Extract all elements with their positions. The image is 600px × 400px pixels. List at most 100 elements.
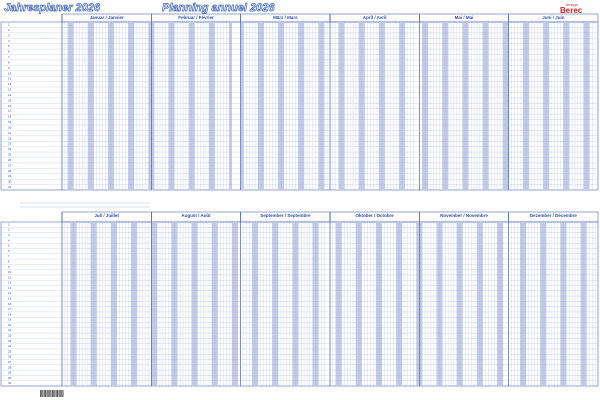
weekend-column: [358, 222, 362, 386]
weekend-column: [476, 222, 480, 386]
row-number: 1: [8, 222, 10, 226]
barcode: [47, 390, 48, 397]
weekend-column: [485, 22, 489, 190]
month-label: September / Septembre: [260, 213, 311, 218]
row-number: 12: [8, 281, 12, 285]
weekend-column: [214, 222, 218, 386]
weekend-column: [419, 222, 423, 386]
weekend-column: [240, 22, 244, 190]
row-number: 4: [8, 238, 10, 242]
weekend-column: [131, 222, 135, 386]
month-label: Dezember / Décembre: [530, 213, 578, 218]
weekend-column: [479, 222, 483, 386]
weekend-column: [134, 222, 137, 386]
row-number: 9: [8, 66, 10, 70]
row-number: 26: [8, 355, 12, 359]
month-label: November / Novembre: [440, 213, 488, 218]
row-number: 8: [8, 60, 10, 64]
logo: Berec: [560, 6, 583, 15]
row-number: 4: [8, 39, 10, 43]
row-number: 22: [8, 136, 12, 140]
weekend-column: [90, 22, 94, 190]
row-number: 27: [8, 360, 12, 364]
row-number: 6: [8, 249, 10, 253]
weekend-column: [191, 22, 195, 190]
month-label: Oktober / Octobre: [356, 213, 395, 218]
weekend-column: [563, 222, 567, 386]
weekend-column: [338, 222, 342, 386]
weekend-column: [465, 22, 469, 190]
weekend-column: [252, 222, 256, 386]
row-number: 3: [8, 233, 10, 237]
weekend-column: [73, 222, 77, 386]
weekend-column: [171, 222, 175, 386]
weekend-column: [523, 22, 526, 190]
barcode: [61, 390, 63, 397]
weekend-column: [361, 22, 365, 190]
row-number: 6: [8, 50, 10, 54]
row-number: 29: [8, 371, 12, 375]
weekend-column: [456, 222, 460, 386]
weekend-column: [234, 222, 238, 386]
weekend-column: [540, 222, 544, 386]
weekend-column: [208, 22, 212, 190]
weekend-column: [459, 222, 463, 386]
row-number: 2: [8, 228, 10, 232]
weekend-column: [312, 222, 316, 386]
row-number: 15: [8, 297, 12, 301]
weekend-column: [295, 222, 299, 386]
row-number: 17: [8, 109, 12, 113]
barcode: [59, 390, 60, 397]
weekend-column: [67, 22, 71, 190]
month-label: Februar / Février: [178, 15, 214, 20]
weekend-column: [381, 22, 385, 190]
weekend-column: [148, 22, 152, 190]
weekend-column: [399, 222, 403, 386]
weekend-column: [341, 22, 345, 190]
weekend-column: [422, 22, 426, 190]
weekend-column: [378, 222, 382, 386]
month-label: Mai / Mai: [455, 15, 474, 20]
weekend-column: [497, 222, 501, 386]
title: Planning annuel 2026: [162, 2, 275, 14]
weekend-column: [113, 222, 117, 386]
row-number: 31: [8, 185, 12, 189]
row-number: 27: [8, 163, 12, 167]
weekend-column: [445, 22, 449, 190]
weekend-column: [154, 222, 158, 386]
weekend-column: [90, 222, 94, 386]
row-number: 19: [8, 120, 12, 124]
month-label: Juni / Juin: [542, 15, 565, 20]
row-number: 24: [8, 147, 12, 151]
row-number: 5: [8, 244, 10, 248]
weekend-column: [318, 22, 322, 190]
weekend-column: [543, 22, 547, 190]
row-number: 20: [8, 125, 12, 129]
row-number: 16: [8, 302, 12, 306]
weekend-column: [560, 222, 564, 386]
month-label: Januar / Janvier: [90, 15, 125, 20]
weekend-column: [580, 222, 584, 386]
row-number: 8: [8, 259, 10, 263]
logo-small: design: [566, 2, 578, 7]
weekend-column: [131, 22, 135, 190]
row-number: 5: [8, 44, 10, 48]
weekend-column: [355, 222, 359, 386]
weekend-column: [338, 22, 342, 190]
row-number: 9: [8, 265, 10, 269]
weekend-column: [301, 22, 305, 190]
weekend-column: [442, 22, 446, 190]
barcode: [54, 390, 55, 397]
weekend-column: [128, 22, 132, 190]
month-label: Juli / Juillet: [94, 213, 119, 218]
row-number: 2: [8, 28, 10, 32]
weekend-column: [315, 222, 319, 386]
row-number: 30: [8, 376, 12, 380]
weekend-column: [586, 22, 590, 190]
weekend-column: [188, 22, 192, 190]
weekend-column: [378, 22, 382, 190]
weekend-column: [525, 22, 529, 190]
row-number: 23: [8, 142, 12, 146]
weekend-column: [482, 22, 486, 190]
weekend-column: [110, 22, 114, 190]
